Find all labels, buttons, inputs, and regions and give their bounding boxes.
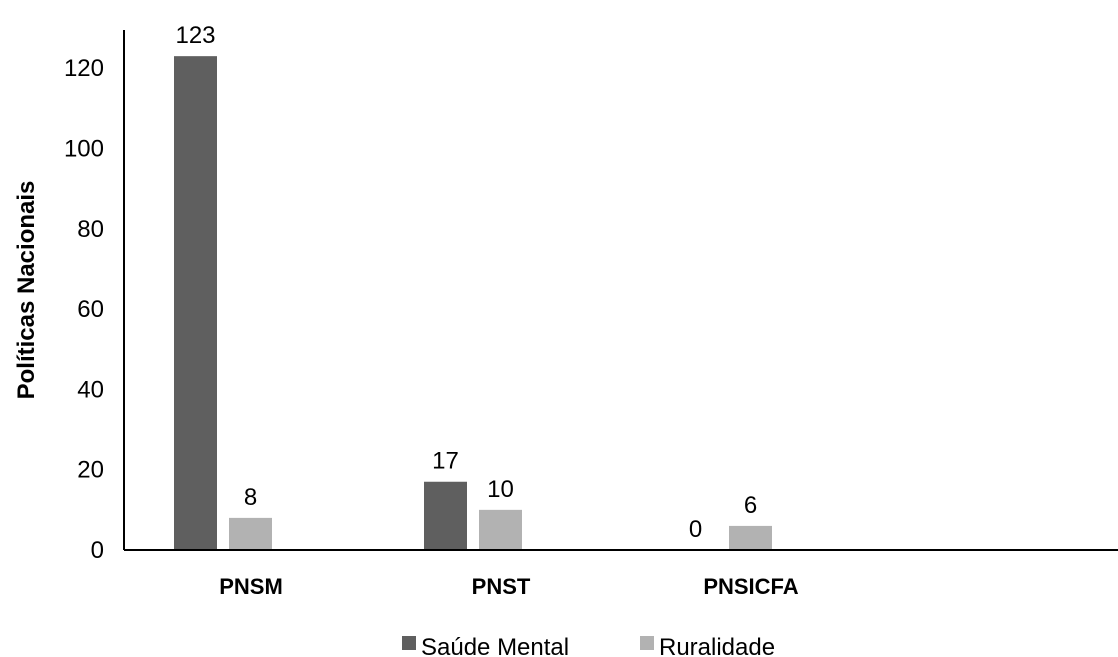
y-tick-label: 120: [64, 55, 104, 82]
data-label: 0: [689, 516, 702, 543]
y-tick-label: 80: [77, 216, 104, 243]
data-label: 6: [744, 492, 757, 519]
bar-pnsicfa-ruralidade: [729, 525, 772, 550]
data-label: 123: [175, 22, 215, 49]
data-label: 8: [244, 484, 257, 511]
bars: [174, 56, 772, 550]
category-label-pnsm: PNSM: [219, 574, 283, 599]
legend: Saúde Mental Ruralidade: [402, 634, 775, 657]
y-tick-label: 0: [91, 537, 104, 564]
data-labels: 123 8 17 10 0 6: [175, 22, 757, 543]
y-axis-ticks: 0 20 40 60 80 100 120: [64, 55, 104, 564]
bar-pnsm-ruralidade: [229, 517, 272, 550]
bar-pnsm-saude-mental: [174, 56, 217, 550]
category-label-pnst: PNST: [472, 574, 531, 599]
y-axis-title: Políticas Nacionais: [13, 181, 40, 400]
legend-label-ruralidade: Ruralidade: [659, 634, 775, 657]
y-tick-label: 100: [64, 136, 104, 163]
bar-pnst-ruralidade: [479, 509, 522, 550]
category-labels: PNSM PNST PNSICFA: [219, 574, 799, 599]
y-tick-label: 40: [77, 376, 104, 403]
y-tick-label: 60: [77, 296, 104, 323]
bar-pnst-saude-mental: [424, 481, 467, 550]
legend-label-saude-mental: Saúde Mental: [421, 634, 569, 657]
data-label: 17: [432, 448, 459, 475]
legend-swatch-saude-mental: [402, 636, 416, 650]
data-label: 10: [487, 476, 514, 503]
y-tick-label: 20: [77, 457, 104, 484]
category-label-pnsicfa: PNSICFA: [703, 574, 798, 599]
legend-swatch-ruralidade: [640, 636, 654, 650]
